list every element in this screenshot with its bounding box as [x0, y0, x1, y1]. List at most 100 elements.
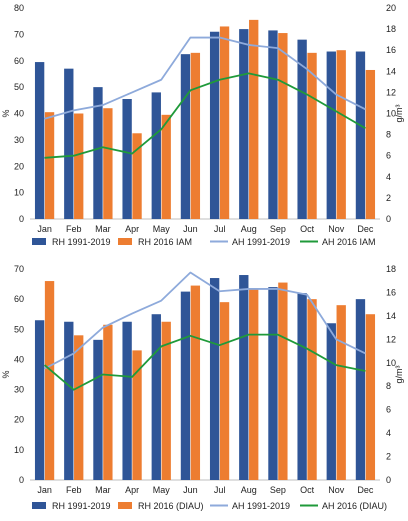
x-tick-label: May — [153, 485, 171, 495]
legend-entry-label: AH 2016 IAM — [322, 237, 376, 247]
x-tick-label: May — [153, 224, 171, 234]
bar-rh-2016-iam — [161, 114, 171, 219]
x-tick-label: Oct — [300, 485, 315, 495]
bar-rh-2016-iam — [365, 69, 376, 219]
bar-rh-1991-2019 — [209, 278, 220, 480]
bar-rh-2016-iam — [219, 26, 230, 220]
bar-rh-1991-2019 — [64, 321, 74, 480]
legend-entry-label: RH 1991-2019 — [52, 237, 111, 247]
legend-entry-label: AH 1991-2019 — [232, 501, 290, 511]
bar-rh-2016-iam — [103, 108, 113, 219]
bar-rh-2016-diau- — [74, 335, 84, 480]
y-right-tick-label: 4 — [386, 172, 391, 182]
x-tick-label: Nov — [328, 485, 345, 495]
y-left-tick-label: 60 — [14, 56, 24, 66]
legend-swatch — [118, 238, 132, 245]
bar-rh-1991-2019 — [355, 299, 366, 480]
bar-rh-2016-diau- — [219, 302, 230, 480]
bar-rh-1991-2019 — [34, 320, 45, 480]
x-tick-label: Sep — [270, 224, 286, 234]
y-right-axis-label: g/m³ — [394, 365, 404, 383]
bar-rh-2016-iam — [190, 52, 201, 220]
line-ah-1991-2019 — [44, 271, 366, 370]
y-right-tick-label: 14 — [386, 66, 396, 76]
line-ah-1991-2019 — [44, 36, 366, 120]
bar-rh-1991-2019 — [326, 51, 336, 219]
bar-rh-1991-2019 — [268, 287, 278, 480]
y-left-tick-label: 10 — [14, 445, 24, 455]
y-right-tick-label: 0 — [386, 475, 391, 485]
y-right-tick-label: 16 — [386, 287, 396, 297]
bar-rh-1991-2019 — [151, 314, 161, 480]
bar-rh-1991-2019 — [209, 31, 220, 219]
bar-rh-1991-2019 — [93, 339, 103, 480]
legend-swatch — [32, 238, 46, 245]
y-right-tick-label: 10 — [386, 358, 396, 368]
chart-top: 0 10 20 30 40 50 60 70 80 0 2 4 6 8 10 12 14 16 18 20% g/m³ J… — [1, 3, 404, 247]
y-left-tick-label: 60 — [14, 294, 24, 304]
bar-rh-2016-diau- — [278, 282, 288, 480]
bar-rh-2016-diau- — [44, 281, 55, 480]
y-left-tick-label: 70 — [14, 264, 24, 274]
x-tick-label: Mar — [95, 224, 111, 234]
x-tick-label: Oct — [300, 224, 315, 234]
y-left-tick-label: 80 — [14, 3, 24, 13]
x-tick-label: Nov — [328, 224, 345, 234]
x-tick-label: Feb — [66, 485, 82, 495]
y-right-tick-label: 12 — [386, 334, 396, 344]
x-tick-label: Aug — [241, 485, 257, 495]
legend-entry-label: AH 1991-2019 — [232, 237, 290, 247]
y-right-tick-label: 16 — [386, 45, 396, 55]
bar-rh-2016-iam — [278, 33, 288, 220]
bar-rh-2016-diau- — [103, 324, 113, 480]
y-right-tick-label: 2 — [386, 452, 391, 462]
y-left-tick-label: 10 — [14, 188, 24, 198]
bar-rh-1991-2019 — [239, 29, 249, 219]
bar-rh-2016-diau- — [336, 305, 346, 480]
y-right-tick-label: 14 — [386, 311, 396, 321]
y-left-tick-label: 50 — [14, 82, 24, 92]
y-left-tick-label: 70 — [14, 29, 24, 39]
bar-rh-1991-2019 — [93, 87, 103, 219]
x-tick-label: Feb — [66, 224, 82, 234]
x-tick-label: Sep — [270, 485, 286, 495]
x-tick-label: Jul — [214, 485, 226, 495]
y-left-tick-label: 40 — [14, 109, 24, 119]
bar-rh-1991-2019 — [326, 323, 336, 480]
y-left-tick-label: 20 — [14, 415, 24, 425]
y-left-axis-label: % — [1, 370, 11, 378]
x-tick-label: Dec — [357, 224, 374, 234]
y-right-tick-label: 18 — [386, 264, 396, 274]
bar-rh-1991-2019 — [180, 54, 191, 219]
y-left-tick-label: 30 — [14, 135, 24, 145]
bar-rh-2016-diau- — [161, 321, 171, 480]
y-right-tick-label: 2 — [386, 193, 391, 203]
bar-rh-2016-iam — [249, 19, 259, 220]
y-right-axis-label: g/m³ — [394, 104, 404, 122]
x-tick-label: Jun — [183, 485, 198, 495]
chart-bottom: 0 10 20 30 40 50 60 70 0 2 4 6 8 10 12 14 16 18% g/m³ Jan Fe… — [1, 264, 404, 511]
bar-rh-1991-2019 — [355, 51, 366, 219]
y-left-tick-label: 30 — [14, 385, 24, 395]
bar-rh-2016-diau- — [307, 299, 317, 480]
bar-rh-1991-2019 — [297, 293, 307, 480]
x-tick-label: Jun — [183, 224, 198, 234]
y-right-tick-label: 12 — [386, 87, 396, 97]
y-left-tick-label: 20 — [14, 161, 24, 171]
bar-rh-2016-diau- — [132, 350, 142, 480]
x-tick-label: Apr — [125, 485, 139, 495]
y-right-tick-label: 18 — [386, 24, 396, 34]
bar-rh-2016-iam — [307, 52, 317, 220]
legend-entry-label: RH 2016 (DIAU) — [138, 501, 204, 511]
bar-rh-1991-2019 — [268, 30, 278, 220]
x-tick-label: Jul — [214, 224, 226, 234]
legend-swatch — [118, 502, 132, 509]
y-right-tick-label: 4 — [386, 428, 391, 438]
y-right-tick-label: 8 — [386, 381, 391, 391]
bar-rh-1991-2019 — [64, 68, 74, 219]
bar-rh-2016-iam — [336, 50, 346, 220]
bar-rh-1991-2019 — [151, 92, 161, 219]
bar-rh-2016-diau- — [365, 314, 376, 480]
y-right-tick-label: 8 — [386, 130, 391, 140]
bar-rh-2016-diau- — [249, 288, 259, 480]
